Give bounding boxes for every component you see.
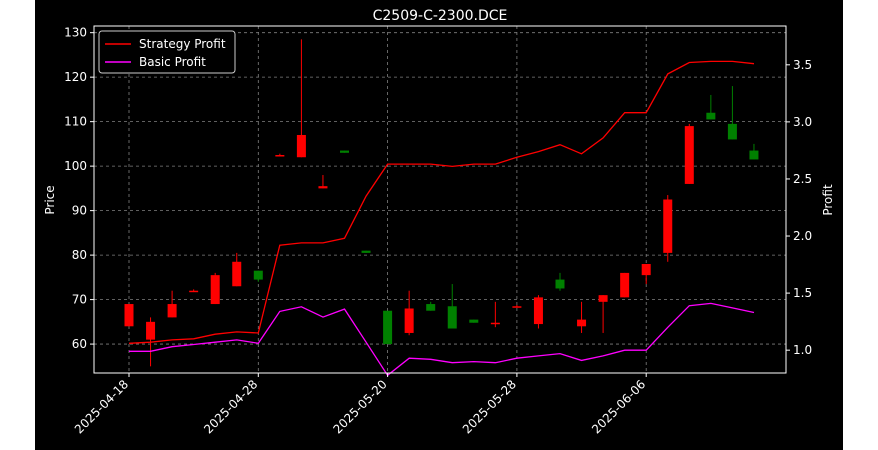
chart-title: C2509-C-2300.DCE bbox=[373, 8, 508, 24]
candle-body bbox=[232, 261, 242, 287]
candle-body bbox=[620, 272, 630, 298]
candle-body bbox=[361, 250, 371, 253]
y-tick-label-left: 100 bbox=[64, 159, 87, 173]
y-tick-label-right: 3.0 bbox=[793, 115, 812, 129]
candle-body bbox=[404, 308, 414, 333]
candle-body bbox=[189, 290, 199, 293]
chart-panel: C2509-C-2300.DCE 60 70 80 90 100 110 120 130 1.0… bbox=[35, 0, 843, 450]
y-tick-label-left: 120 bbox=[64, 70, 87, 84]
candle-body bbox=[577, 319, 587, 327]
y-axis-label-left: Price bbox=[43, 185, 57, 214]
candle-body bbox=[684, 126, 694, 184]
candle-body bbox=[340, 150, 349, 153]
legend-label-basic: Basic Profit bbox=[139, 55, 206, 69]
axes: 60 70 80 90 100 110 120 130 1.0 1.5 2.0 2.5 3.0 3.5 20… bbox=[64, 26, 812, 437]
candle-body bbox=[512, 306, 522, 308]
candle-body bbox=[641, 264, 651, 276]
y-tick-label-left: 130 bbox=[64, 26, 87, 40]
x-tick-label: 2025-05-28 bbox=[460, 377, 519, 436]
x-tick-label: 2025-04-28 bbox=[201, 377, 260, 436]
y-tick-label-left: 70 bbox=[72, 293, 87, 307]
candle-body bbox=[706, 112, 716, 120]
x-tick-label: 2025-05-20 bbox=[331, 377, 390, 436]
candle-body bbox=[296, 134, 306, 158]
candle-body bbox=[598, 295, 608, 302]
candle-body bbox=[749, 150, 759, 160]
candle-body bbox=[663, 199, 673, 253]
y-tick-label-left: 110 bbox=[64, 115, 87, 129]
candle-body bbox=[124, 304, 134, 327]
candle-body bbox=[469, 319, 479, 323]
candle-body bbox=[533, 297, 543, 325]
candle-body bbox=[447, 306, 457, 329]
candle-body bbox=[426, 304, 436, 311]
candle-body bbox=[490, 322, 500, 325]
candle-body bbox=[555, 279, 565, 289]
basic-profit-line bbox=[129, 302, 755, 377]
legend-label-strategy: Strategy Profit bbox=[139, 37, 226, 51]
x-tick-label: 2025-04-18 bbox=[72, 377, 131, 436]
y-tick-label-right: 2.5 bbox=[793, 172, 812, 186]
grid bbox=[94, 26, 786, 373]
candle-body bbox=[383, 310, 393, 345]
y-tick-label-right: 1.0 bbox=[793, 343, 812, 357]
plot-frame bbox=[93, 25, 787, 374]
y-tick-label-left: 80 bbox=[72, 248, 87, 262]
y-tick-label-right: 2.0 bbox=[793, 229, 812, 243]
y-tick-label-right: 3.5 bbox=[793, 58, 812, 72]
y-tick-label-left: 90 bbox=[72, 204, 87, 218]
strategy-profit-line bbox=[128, 60, 755, 344]
y-tick-label-left: 60 bbox=[72, 337, 87, 351]
candle-body bbox=[253, 270, 263, 280]
candlestick-chart: C2509-C-2300.DCE 60 70 80 90 100 110 120 130 1.0… bbox=[43, 8, 835, 437]
y-tick-label-right: 1.5 bbox=[793, 286, 812, 300]
candles bbox=[124, 39, 759, 367]
candle-body bbox=[210, 275, 220, 305]
candle-body bbox=[167, 304, 177, 318]
candle-body bbox=[318, 186, 328, 189]
y-axis-label-right: Profit bbox=[821, 184, 835, 216]
x-tick-label: 2025-06-06 bbox=[589, 377, 648, 436]
candle-body bbox=[275, 155, 285, 157]
legend: Strategy Profit Basic Profit bbox=[98, 30, 236, 74]
legend-box bbox=[98, 30, 236, 74]
profit-lines bbox=[128, 60, 755, 377]
candle-body bbox=[727, 123, 737, 140]
candle-body bbox=[146, 321, 156, 340]
